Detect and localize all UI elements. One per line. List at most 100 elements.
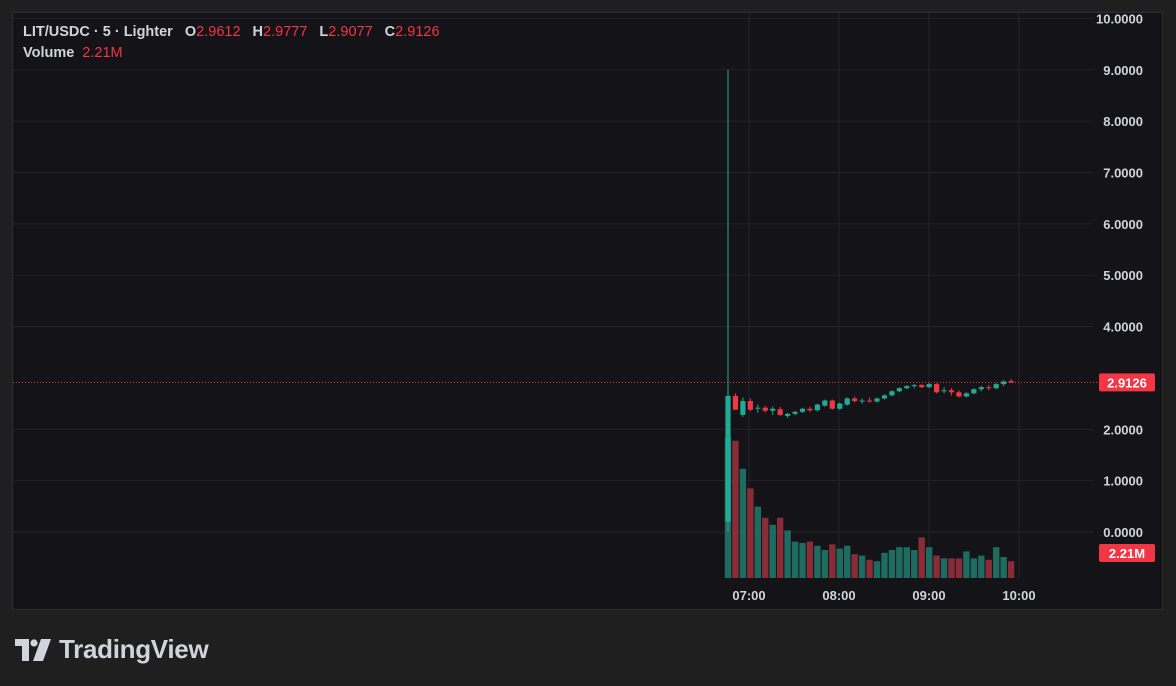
candle-body bbox=[956, 392, 962, 397]
volume-bar bbox=[844, 545, 851, 578]
low-label: L bbox=[319, 24, 329, 40]
candle-body bbox=[986, 387, 992, 389]
volume-bar bbox=[747, 488, 754, 578]
candle-body bbox=[971, 389, 977, 394]
x-tick-label: 07:00 bbox=[732, 588, 765, 603]
volume-bar bbox=[814, 545, 821, 578]
y-tick-label: 4.0000 bbox=[1103, 320, 1143, 335]
ohlc-legend: LIT/USDC · 5 · Lighter O2.9612 H2.9777 L… bbox=[23, 24, 440, 40]
volume-bar bbox=[993, 547, 1000, 578]
candle-body bbox=[762, 407, 768, 411]
symbol-title[interactable]: LIT/USDC · 5 · Lighter bbox=[23, 24, 173, 40]
candle-body bbox=[911, 385, 917, 387]
candle-body bbox=[881, 395, 888, 399]
volume-bar bbox=[866, 559, 873, 578]
candle-body bbox=[919, 385, 925, 388]
chart-panel[interactable]: 2.9126 2.21M 0.0000 1.0000 2.0000 4.0000 5.00… bbox=[12, 12, 1163, 610]
candle-body bbox=[926, 384, 932, 388]
candle-body bbox=[993, 384, 999, 389]
open-value: 2.9612 bbox=[196, 24, 241, 40]
volume-bar bbox=[1000, 557, 1007, 578]
candle-body bbox=[1008, 381, 1014, 383]
candle-body bbox=[874, 398, 880, 402]
candle-body bbox=[837, 403, 843, 409]
volume-bar bbox=[829, 544, 836, 578]
tradingview-logo[interactable]: TradingView bbox=[15, 634, 209, 665]
y-tick-label: 8.0000 bbox=[1103, 114, 1143, 129]
high-value: 2.9777 bbox=[263, 24, 308, 40]
y-tick-label: 0.0000 bbox=[1103, 525, 1143, 540]
volume-bar bbox=[955, 558, 963, 578]
volume-bar bbox=[858, 555, 866, 578]
volume-bar bbox=[799, 543, 806, 578]
volume-bar bbox=[1007, 561, 1015, 578]
candle-body bbox=[963, 393, 969, 397]
volume-bar bbox=[784, 530, 791, 578]
volume-bar bbox=[925, 547, 933, 578]
volume-bar bbox=[985, 559, 992, 578]
volume-bar bbox=[911, 550, 918, 578]
volume-bar bbox=[918, 537, 925, 578]
open-label: O bbox=[184, 24, 197, 40]
x-tick-label: 09:00 bbox=[912, 588, 945, 603]
brand-name: TradingView bbox=[59, 634, 209, 664]
candle-body bbox=[859, 400, 865, 402]
y-tick-label: 9.0000 bbox=[1103, 63, 1143, 78]
volume-bar bbox=[732, 440, 739, 578]
volume-bar bbox=[754, 506, 761, 578]
candle-body bbox=[740, 401, 746, 415]
candle-body bbox=[747, 401, 753, 410]
candle-body bbox=[792, 411, 798, 414]
volume-bar bbox=[836, 548, 843, 578]
price-chart[interactable]: 2.9126 2.21M 0.0000 1.0000 2.0000 4.0000 5.00… bbox=[13, 13, 1164, 611]
volume-bar bbox=[896, 547, 903, 578]
x-tick-label: 08:00 bbox=[822, 588, 855, 603]
volume-value: 2.21M bbox=[82, 45, 123, 61]
candle-body bbox=[777, 409, 783, 415]
y-tick-label: 5.0000 bbox=[1103, 268, 1143, 283]
candle-body bbox=[941, 390, 947, 392]
volume-bar bbox=[769, 524, 776, 578]
volume-bar bbox=[963, 551, 970, 578]
candle-body bbox=[904, 386, 910, 389]
high-label: H bbox=[252, 24, 264, 40]
volume-label[interactable]: Volume bbox=[23, 45, 75, 61]
last-price-badge-label: 2.9126 bbox=[1107, 375, 1147, 390]
y-tick-label: 10.0000 bbox=[1096, 13, 1143, 26]
candle-body bbox=[755, 407, 761, 409]
candle-body bbox=[770, 408, 776, 411]
tradingview-logo-icon bbox=[15, 638, 51, 661]
volume-bar bbox=[821, 550, 829, 578]
y-tick-label: 6.0000 bbox=[1103, 217, 1143, 232]
candle-body bbox=[785, 413, 791, 416]
candle-body bbox=[866, 400, 873, 402]
volume-bar bbox=[739, 468, 747, 578]
low-value: 2.9077 bbox=[328, 24, 373, 40]
volume-bar bbox=[881, 552, 888, 578]
last-price-badge bbox=[1099, 373, 1155, 392]
volume-bar bbox=[903, 547, 910, 578]
volume-bar bbox=[791, 541, 799, 578]
volume-bar bbox=[762, 517, 769, 578]
volume-bar bbox=[851, 554, 858, 578]
x-tick-label: 10:00 bbox=[1002, 588, 1035, 603]
candle-body bbox=[822, 400, 828, 406]
volume-badge-label: 2.21M bbox=[1109, 546, 1145, 561]
candle-body bbox=[814, 404, 820, 411]
candle-body bbox=[978, 387, 984, 390]
volume-bar bbox=[806, 541, 814, 578]
volume-bar bbox=[948, 558, 955, 578]
candle-body bbox=[725, 395, 731, 522]
candle-body bbox=[807, 408, 813, 411]
candle-body bbox=[732, 395, 739, 410]
volume-bar bbox=[873, 561, 881, 578]
candle-body bbox=[852, 398, 858, 402]
volume-bar bbox=[940, 558, 948, 578]
candle-body bbox=[844, 398, 850, 405]
volume-legend: Volume 2.21M bbox=[23, 45, 123, 61]
candle-body bbox=[889, 391, 895, 396]
y-tick-label: 2.0000 bbox=[1103, 422, 1143, 437]
candle-body bbox=[948, 390, 955, 393]
volume-bar bbox=[933, 555, 940, 578]
candle-body bbox=[896, 388, 902, 392]
